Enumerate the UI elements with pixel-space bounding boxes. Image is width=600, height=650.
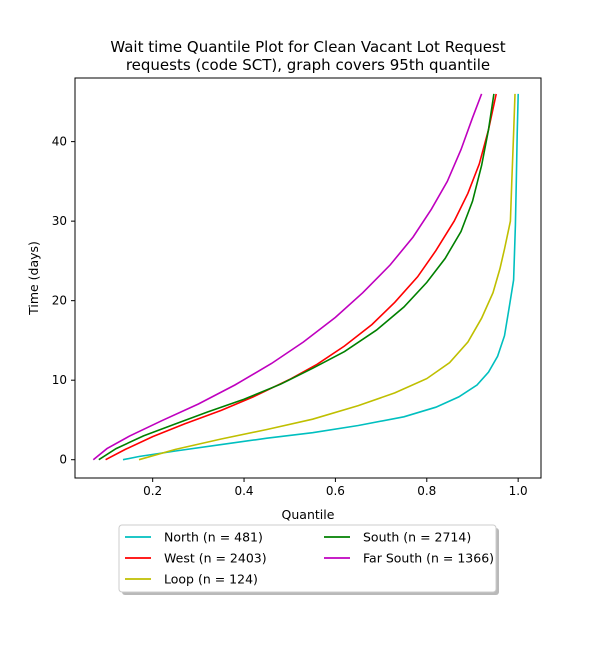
x-tick-label: 0.4 <box>234 484 253 498</box>
y-tick-label: 30 <box>52 214 67 228</box>
legend-label: Loop (n = 124) <box>164 572 258 587</box>
legend-label: South (n = 2714) <box>363 530 471 545</box>
y-axis-label: Time (days) <box>26 241 41 316</box>
tick-layer: 0.2 0.4 0.6 0.8 1.0 0 10 20 30 40 <box>52 135 528 498</box>
chart-title-line-1: Wait time Quantile Plot for Clean Vacant… <box>110 38 505 56</box>
legend-label: West (n = 2403) <box>164 551 267 566</box>
series-line-2 <box>138 93 516 461</box>
x-axis-label: Quantile <box>282 507 335 522</box>
series-line-0 <box>122 93 519 461</box>
chart-title-line-2: requests (code SCT), graph covers 95th q… <box>126 56 490 74</box>
legend: North (n = 481) West (n = 2403) Loop (n = … <box>118 524 499 595</box>
series-line-3 <box>98 93 495 461</box>
x-tick-label: 0.8 <box>417 484 436 498</box>
plot-frame <box>74 77 542 479</box>
series-line-4 <box>92 93 483 461</box>
x-tick-label: 0.2 <box>143 484 162 498</box>
y-tick-label: 0 <box>59 453 67 467</box>
legend-label: Far South (n = 1366) <box>363 551 494 566</box>
legend-box <box>118 524 497 593</box>
legend-label: North (n = 481) <box>164 530 263 545</box>
legend-items: North (n = 481) West (n = 2403) Loop (n = … <box>125 530 494 587</box>
series-layer <box>92 93 519 461</box>
x-tick-label: 0.6 <box>326 484 345 498</box>
y-tick-label: 40 <box>52 135 67 149</box>
series-line-1 <box>105 93 497 461</box>
x-tick-label: 1.0 <box>509 484 528 498</box>
y-tick-label: 20 <box>52 294 67 308</box>
y-tick-label: 10 <box>52 373 67 387</box>
